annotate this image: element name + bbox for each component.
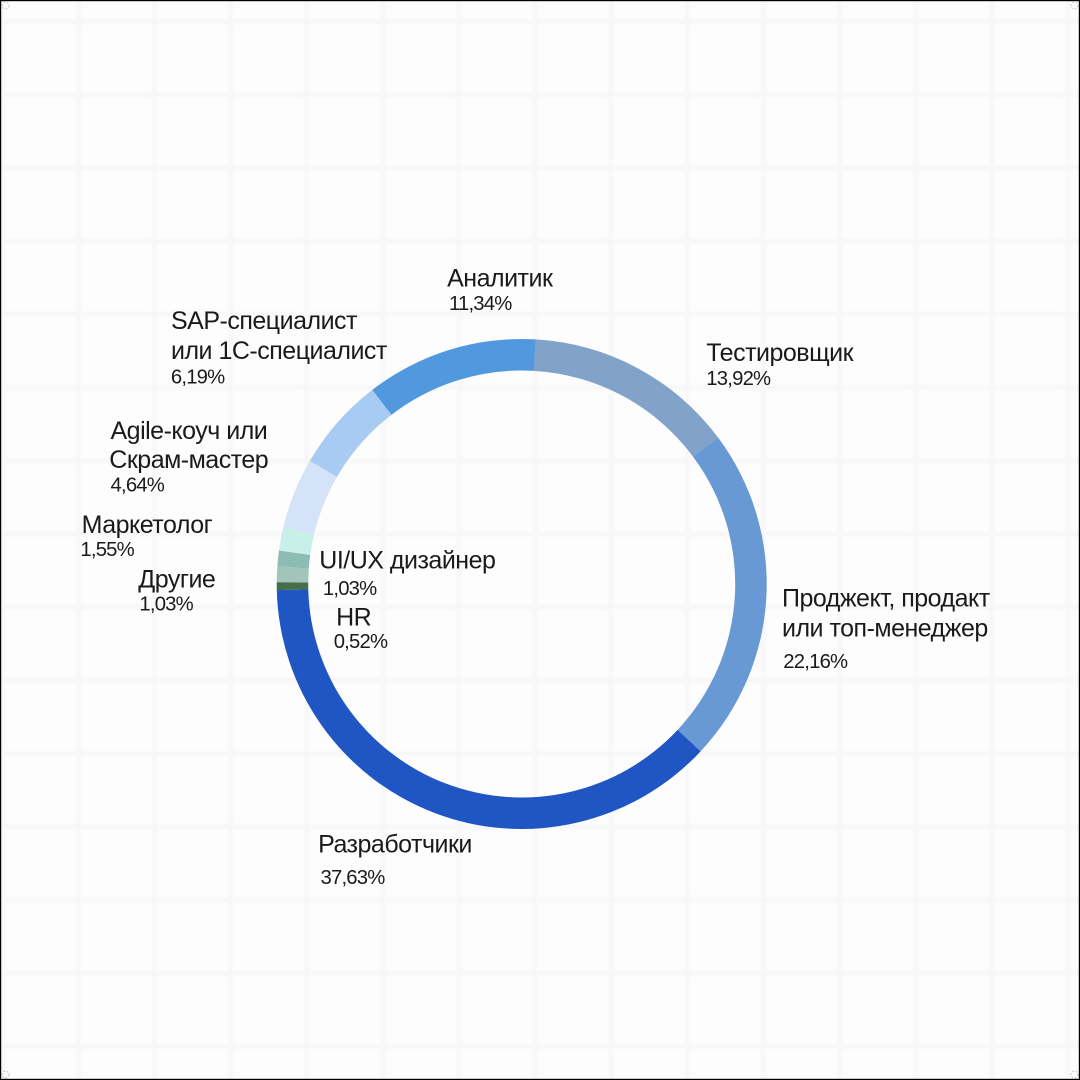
svg-text:Тестировщик: Тестировщик (706, 339, 854, 367)
svg-text:Скрам-мастер: Скрам-мастер (109, 446, 268, 474)
svg-text:Разработчики: Разработчики (318, 831, 472, 859)
svg-text:Маркетолог: Маркетолог (82, 511, 213, 539)
svg-text:Agile-коуч или: Agile-коуч или (111, 417, 268, 445)
svg-text:37,63%: 37,63% (321, 867, 386, 889)
svg-text:Проджект, продакт: Проджект, продакт (782, 584, 991, 612)
svg-text:SAP-специалист: SAP-специалист (171, 307, 358, 335)
svg-text:13,92%: 13,92% (706, 368, 771, 390)
svg-text:или 1С-специалист: или 1С-специалист (171, 337, 388, 365)
svg-text:6,19%: 6,19% (171, 367, 225, 389)
svg-text:1,55%: 1,55% (80, 539, 134, 561)
svg-text:1,03%: 1,03% (323, 578, 377, 600)
svg-text:Аналитик: Аналитик (447, 265, 554, 293)
svg-text:4,64%: 4,64% (111, 474, 165, 496)
svg-text:UI/UX дизайнер: UI/UX дизайнер (319, 547, 495, 575)
svg-text:11,34%: 11,34% (449, 293, 512, 315)
svg-text:0,52%: 0,52% (334, 631, 388, 653)
svg-text:или топ-менеджер: или топ-менеджер (782, 614, 988, 642)
svg-text:Другие: Другие (138, 565, 215, 593)
svg-text:22,16%: 22,16% (783, 651, 848, 673)
svg-text:1,03%: 1,03% (139, 594, 193, 616)
svg-text:HR: HR (336, 603, 371, 631)
